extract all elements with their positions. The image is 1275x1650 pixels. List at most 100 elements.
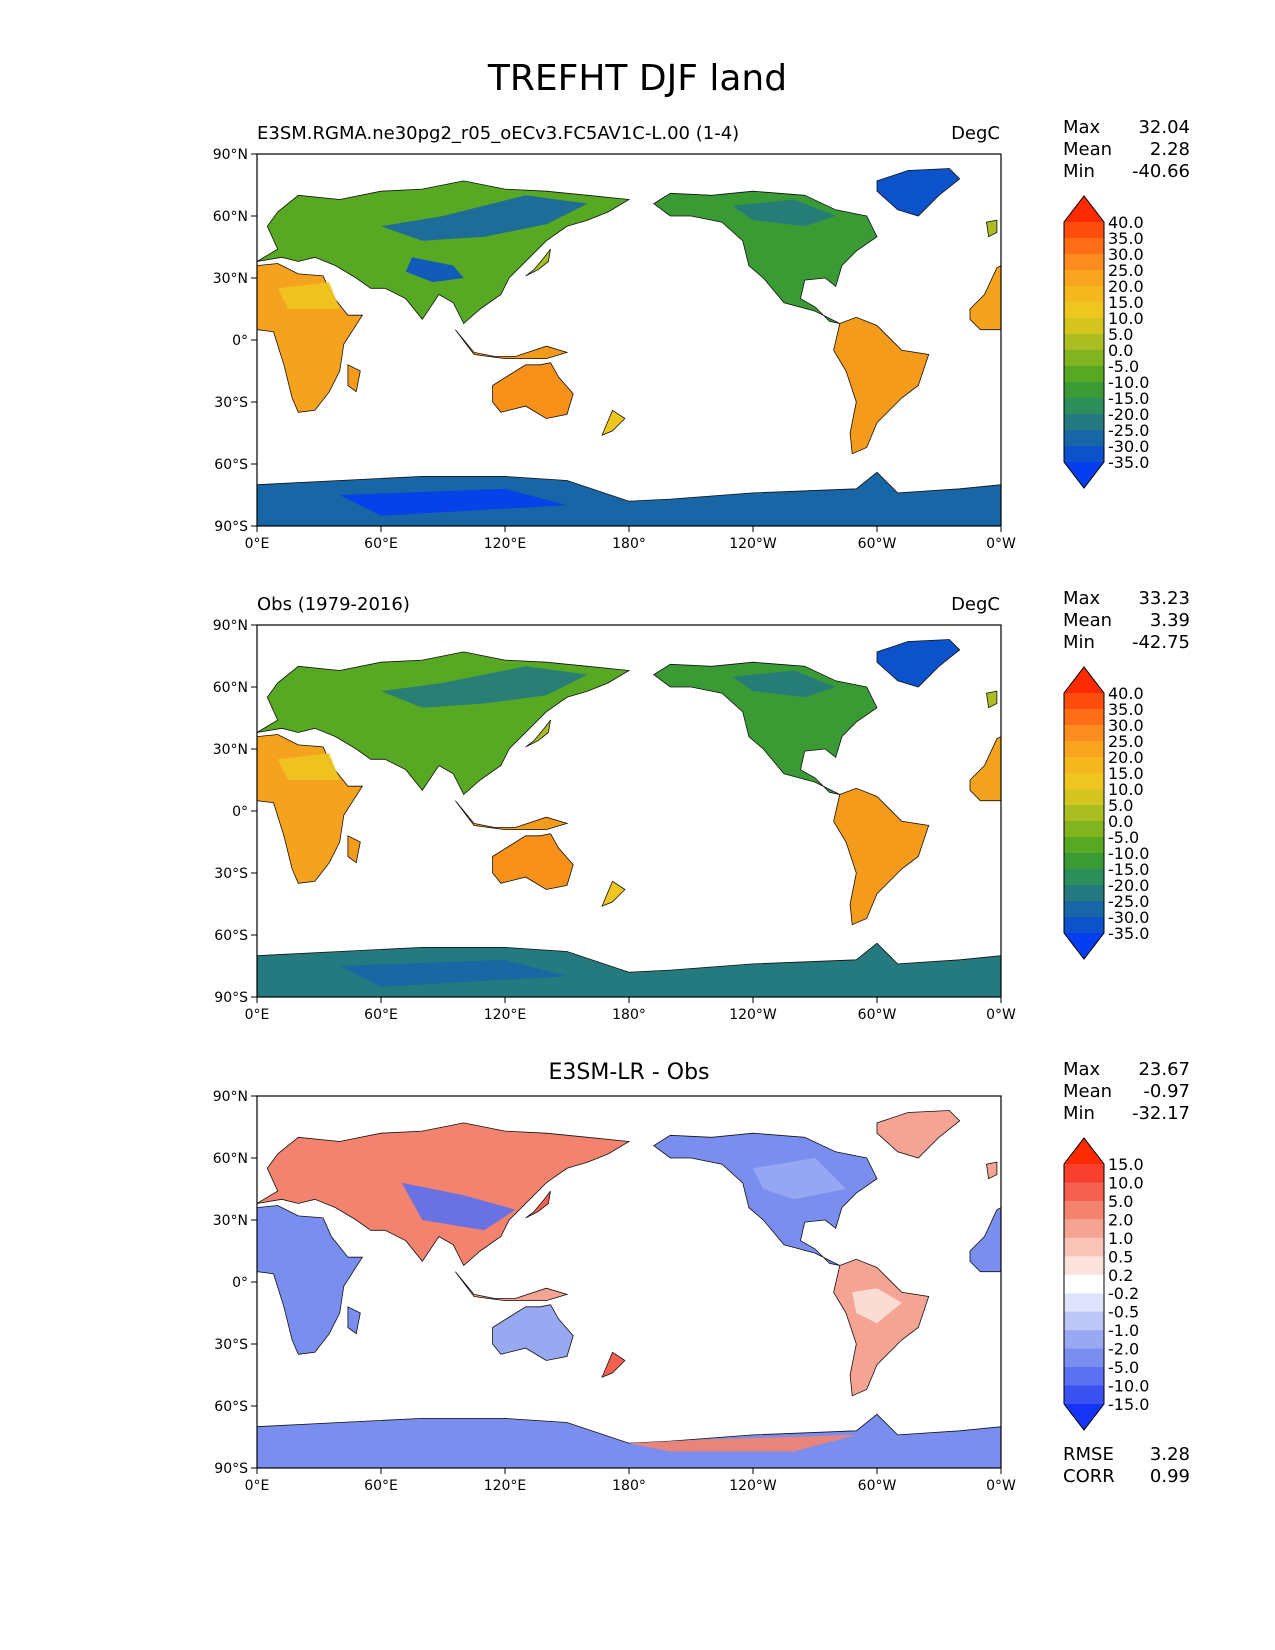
y-tick-label: 60°N (213, 1151, 248, 1167)
x-tick-label: 120°E (484, 536, 527, 552)
colorbar-level-label: -35.0 (1108, 453, 1149, 472)
x-tick-label: 120°W (729, 536, 777, 552)
colorbar-segment (1064, 318, 1104, 335)
colorbar-segment (1064, 334, 1104, 351)
x-tick-label: 0°E (245, 1478, 270, 1494)
temperature-region (732, 670, 836, 698)
figure-title: TREFHT DJF land (487, 58, 788, 99)
colorbar-level-label: 15.0 (1108, 1155, 1144, 1174)
stat-value: -32.17 (1131, 1103, 1190, 1124)
colorbar-segment (1064, 725, 1104, 742)
y-tick-label: 30°S (214, 866, 248, 882)
colorbar-level-label: 20.0 (1108, 277, 1144, 296)
stat-value: 23.67 (1138, 1059, 1190, 1080)
colorbar-segment (1064, 901, 1104, 918)
x-tick-label: 60°W (858, 1478, 897, 1494)
colorbar-3: 15.010.05.02.01.00.50.2-0.2-0.5-1.0-2.0-… (1063, 1137, 1149, 1431)
colorbar-segment (1064, 350, 1104, 367)
panel2-left-title: Obs (1979-2016) (257, 594, 410, 615)
colorbar-segment (1064, 741, 1104, 758)
colorbar-segment (1064, 1293, 1104, 1313)
colorbar-level-label: -15.0 (1108, 1395, 1149, 1414)
stat-value: 2.28 (1149, 139, 1190, 160)
colorbar-segment (1064, 709, 1104, 726)
x-tick-label: 120°W (729, 1478, 777, 1494)
landmass-australia (492, 362, 574, 419)
colorbar-level-label: 0.0 (1108, 812, 1133, 831)
colorbar-segment (1064, 446, 1104, 463)
colorbar-segment (1064, 1367, 1104, 1387)
colorbar-level-label: 5.0 (1108, 325, 1133, 344)
colorbar-level-label: -10.0 (1108, 1377, 1149, 1396)
y-tick-label: 90°S (214, 1461, 248, 1477)
x-tick-label: 60°W (858, 1007, 897, 1023)
colorbar-level-label: 1.0 (1108, 1229, 1133, 1248)
colorbar-level-label: -15.0 (1108, 860, 1149, 879)
panel3-bottom-stats: RMSE 3.28 CORR 0.99 (1063, 1444, 1190, 1488)
colorbar-level-label: -10.0 (1108, 844, 1149, 863)
landmass-s-america (833, 787, 930, 926)
y-tick-label: 30°N (213, 1213, 248, 1229)
y-tick-label: 60°N (213, 209, 248, 225)
stat-label: Mean (1063, 139, 1113, 160)
colorbar-segment (1064, 837, 1104, 854)
x-tick-label: 120°E (484, 1478, 527, 1494)
colorbar-level-label: 0.5 (1108, 1247, 1133, 1266)
colorbar-level-label: 15.0 (1108, 293, 1144, 312)
colorbar-level-label: -10.0 (1108, 373, 1149, 392)
colorbar-segment (1064, 1385, 1104, 1405)
landmass-nz (601, 1351, 626, 1378)
colorbar-segment (1064, 302, 1104, 319)
colorbar-segment (1064, 254, 1104, 271)
x-tick-label: 180° (612, 1478, 646, 1494)
temperature-region (405, 257, 464, 283)
colorbar-extend-min (1064, 933, 1104, 959)
landmass-uk (986, 690, 998, 709)
landmass-s-america (833, 316, 930, 455)
y-tick-label: 30°S (214, 395, 248, 411)
colorbar-segment (1064, 398, 1104, 415)
colorbar-level-label: -5.0 (1108, 357, 1139, 376)
stat-label: Min (1063, 161, 1095, 182)
colorbar-level-label: 30.0 (1108, 716, 1144, 735)
colorbar-level-label: -20.0 (1108, 405, 1149, 424)
colorbar-segment (1064, 1237, 1104, 1257)
colorbar-segment (1064, 1200, 1104, 1220)
y-tick-label: 90°N (213, 618, 248, 634)
colorbar-segment (1064, 885, 1104, 902)
temperature-region (381, 666, 588, 708)
landmass-n-america (653, 661, 878, 795)
stat-label: Min (1063, 632, 1095, 653)
landmass-greenland (876, 168, 961, 217)
colorbar-segment (1064, 1274, 1104, 1294)
colorbar-segment (1064, 757, 1104, 774)
stat-value: 0.99 (1149, 1466, 1190, 1487)
colorbar-segment (1064, 1348, 1104, 1368)
temperature-region (381, 195, 588, 241)
x-tick-label: 120°E (484, 1007, 527, 1023)
stat-label: CORR (1063, 1466, 1115, 1487)
colorbar-segment (1064, 789, 1104, 806)
colorbar-level-label: -2.0 (1108, 1340, 1139, 1359)
landmass-madagascar (347, 835, 361, 864)
landmass-madagascar (347, 1306, 361, 1335)
colorbar-level-label: 5.0 (1108, 796, 1133, 815)
panel1-stats: Max 32.04 Mean 2.28 Min -40.66 (1063, 117, 1190, 183)
landmass-indonesia (455, 1271, 569, 1301)
panel3-stats: Max 23.67 Mean -0.97 Min -32.17 (1063, 1059, 1190, 1125)
colorbar-level-label: 30.0 (1108, 245, 1144, 264)
colorbar-segment (1064, 773, 1104, 790)
panel3-title: E3SM-LR - Obs (548, 1060, 710, 1085)
landmass-greenland (876, 1110, 961, 1159)
landmass-japan (525, 719, 551, 748)
landmass-nz (601, 409, 626, 436)
x-tick-label: 120°W (729, 1007, 777, 1023)
stat-label: Mean (1063, 1081, 1113, 1102)
temperature-region (629, 1434, 857, 1452)
x-tick-label: 0°W (986, 1478, 1016, 1494)
colorbar-level-label: 10.0 (1108, 780, 1144, 799)
stat-value: 3.28 (1149, 1444, 1190, 1465)
colorbar-outline (1063, 195, 1105, 489)
colorbar-segment (1064, 805, 1104, 822)
